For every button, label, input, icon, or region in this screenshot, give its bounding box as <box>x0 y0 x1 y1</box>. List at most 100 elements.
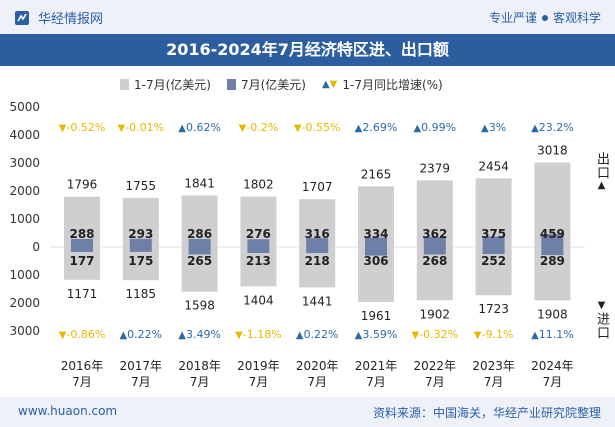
export-growth-label: ▼-0.01% <box>117 121 164 134</box>
export-total-bar <box>534 162 571 247</box>
import-total-bar <box>64 247 100 280</box>
import-month-bar <box>71 247 93 252</box>
import-growth-label: ▼-0.86% <box>59 328 106 341</box>
export-month-bar <box>541 234 564 247</box>
import-growth-label: ▲3.59% <box>355 328 398 341</box>
brand: 华经情报网 <box>14 8 103 27</box>
export-month-label: 362 <box>422 227 447 241</box>
import-month-bar <box>541 247 564 256</box>
export-side-label: 出口▲ <box>594 152 609 192</box>
import-month-label: 213 <box>246 254 271 268</box>
legend-swatch-month <box>226 79 236 90</box>
export-growth-label: ▲2.69% <box>355 121 398 134</box>
import-growth-label: ▼-0.32% <box>411 328 458 341</box>
import-total-bar <box>240 247 277 287</box>
export-month-bar <box>423 236 446 247</box>
slogan-right: 客观科学 <box>552 11 601 25</box>
x-category-label: 2017年 7月 <box>120 359 163 389</box>
import-month-bar <box>365 247 387 256</box>
import-month-bar <box>482 247 505 255</box>
import-month-bar <box>188 247 211 255</box>
footer-source: 资料来源：中国海关，华经产业研究院整理 <box>372 406 601 420</box>
import-total-label: 1185 <box>126 287 157 301</box>
footer-site: www.huaon.com <box>18 404 118 418</box>
import-month-bar <box>247 247 270 253</box>
export-total-label: 1707 <box>302 180 333 194</box>
down-arrow-icon: ▼ <box>596 300 607 312</box>
export-total-bar <box>358 186 394 247</box>
y-tick-label: 4000 <box>9 128 40 142</box>
import-total-bar <box>299 247 336 288</box>
y-tick-label: 0 <box>32 240 40 254</box>
import-month-label: 289 <box>540 254 565 268</box>
slogan: 专业严谨 客观科学 <box>489 9 601 26</box>
x-category-label: 2024年 7月 <box>531 359 574 389</box>
bullet-dot-icon <box>541 14 548 21</box>
export-growth-label: ▲3% <box>481 121 506 134</box>
legend-item-month: 7月(亿美元) <box>226 76 306 93</box>
import-month-label: 268 <box>422 254 447 268</box>
legend-label-total: 1-7月(亿美元) <box>134 78 211 92</box>
import-month-label: 265 <box>187 254 212 268</box>
export-month-bar <box>365 237 387 247</box>
import-total-bar <box>475 247 512 296</box>
export-month-label: 293 <box>128 227 153 241</box>
import-side-label: ▼进口 <box>594 300 609 340</box>
export-total-bar <box>181 195 218 247</box>
export-growth-label: ▼-0.2% <box>239 121 279 134</box>
export-total-label: 1796 <box>67 178 98 192</box>
import-growth-label: ▼-9.1% <box>474 328 514 341</box>
export-month-label: 459 <box>540 227 565 241</box>
x-category-label: 2022年 7月 <box>414 359 457 389</box>
import-month-label: 218 <box>305 254 330 268</box>
y-tick-label: 3000 <box>9 324 40 338</box>
slogan-left: 专业严谨 <box>488 11 537 25</box>
import-month-label: 177 <box>69 254 94 268</box>
export-total-bar <box>475 178 512 247</box>
triangle-pair-icon: ▲▼ <box>321 79 338 90</box>
import-month-label: 306 <box>363 254 388 268</box>
export-month-label: 288 <box>69 227 94 241</box>
import-growth-label: ▲3.49% <box>178 328 221 341</box>
logo-icon <box>15 10 29 25</box>
export-month-label: 276 <box>246 227 271 241</box>
export-total-label: 2165 <box>361 167 392 181</box>
import-month-bar <box>129 247 152 252</box>
export-month-bar <box>482 236 505 247</box>
export-month-bar <box>71 238 93 247</box>
export-month-label: 316 <box>305 227 330 241</box>
y-tick-label: 3000 <box>9 156 40 170</box>
import-month-bar <box>306 247 329 254</box>
import-total-label: 1723 <box>478 302 509 316</box>
x-category-label: 2019年 7月 <box>237 359 280 389</box>
export-growth-label: ▲0.62% <box>178 121 221 134</box>
import-total-bar <box>358 247 394 302</box>
export-month-label: 334 <box>363 227 388 241</box>
x-category-label: 2020年 7月 <box>296 359 339 389</box>
export-total-label: 1802 <box>243 178 274 192</box>
import-total-label: 1902 <box>420 307 451 321</box>
export-total-label: 2379 <box>420 161 451 175</box>
x-category-label: 2023年 7月 <box>472 359 515 389</box>
export-total-label: 1755 <box>126 179 157 193</box>
import-month-label: 175 <box>128 254 153 268</box>
import-growth-label: ▲0.22% <box>119 328 162 341</box>
export-total-label: 2454 <box>478 159 509 173</box>
up-arrow-icon: ▲ <box>596 180 607 192</box>
import-month-bar <box>423 247 446 255</box>
header-bar: 华经情报网 专业严谨 客观科学 <box>0 0 615 34</box>
export-total-label: 3018 <box>537 143 568 157</box>
brand-name: 华经情报网 <box>38 12 104 27</box>
footer-bar: www.huaon.com 资料来源：中国海关，华经产业研究院整理 <box>0 397 615 427</box>
import-total-bar <box>534 247 571 301</box>
legend-label-month: 7月(亿美元) <box>240 78 306 92</box>
y-tick-label: 1000 <box>9 212 40 226</box>
title-bar: 2016-2024年7月经济特区进、出口额 <box>0 34 615 66</box>
legend-swatch-total <box>120 79 129 90</box>
export-growth-label: ▼-0.55% <box>294 121 341 134</box>
import-growth-label: ▲0.22% <box>296 328 339 341</box>
export-growth-label: ▲23.2% <box>531 121 574 134</box>
import-total-label: 1908 <box>537 307 568 321</box>
x-category-label: 2018年 7月 <box>178 359 221 389</box>
